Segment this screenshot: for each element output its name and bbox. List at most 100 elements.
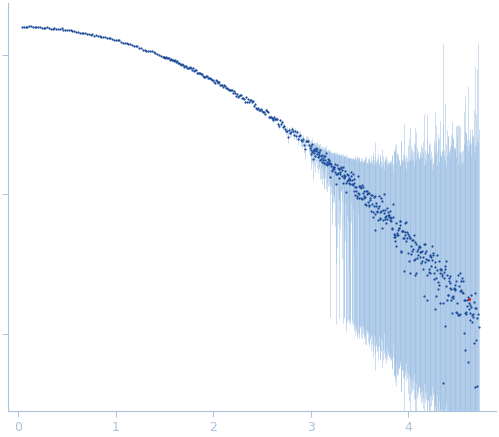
Point: [432, 275, 440, 282]
Point: [163, 54, 171, 61]
Point: [391, 238, 399, 245]
Point: [121, 39, 129, 46]
Point: [360, 192, 368, 199]
Point: [360, 187, 368, 194]
Point: [185, 64, 193, 71]
Point: [448, 309, 456, 316]
Point: [318, 151, 326, 158]
Point: [409, 246, 417, 253]
Point: [429, 249, 437, 256]
Point: [370, 202, 378, 209]
Point: [364, 198, 372, 205]
Point: [350, 187, 358, 194]
Point: [381, 215, 389, 222]
Point: [284, 134, 292, 141]
Point: [410, 256, 418, 263]
Point: [466, 309, 474, 316]
Point: [321, 156, 329, 163]
Point: [97, 34, 105, 41]
Point: [421, 250, 429, 257]
Point: [444, 292, 452, 299]
Point: [459, 290, 467, 297]
Point: [340, 171, 348, 178]
Point: [223, 85, 231, 92]
Point: [359, 189, 367, 196]
Point: [453, 277, 461, 284]
Point: [336, 168, 344, 175]
Point: [376, 208, 384, 215]
Point: [281, 125, 289, 132]
Point: [351, 192, 359, 199]
Point: [254, 105, 262, 112]
Point: [278, 119, 286, 126]
Point: [270, 114, 278, 121]
Point: [455, 283, 463, 290]
Point: [43, 24, 51, 31]
Point: [29, 24, 37, 31]
Point: [385, 212, 393, 219]
Point: [461, 346, 469, 353]
Point: [423, 272, 431, 279]
Point: [347, 172, 355, 179]
Point: [417, 253, 425, 260]
Point: [364, 189, 372, 196]
Point: [414, 246, 422, 253]
Point: [177, 61, 185, 68]
Point: [471, 305, 479, 312]
Point: [182, 63, 190, 70]
Point: [314, 151, 322, 158]
Point: [247, 97, 255, 104]
Point: [227, 86, 235, 93]
Point: [262, 108, 270, 114]
Point: [296, 132, 304, 139]
Point: [472, 384, 480, 391]
Point: [447, 297, 455, 304]
Point: [333, 170, 341, 177]
Point: [427, 263, 435, 270]
Point: [256, 105, 264, 112]
Point: [133, 43, 141, 50]
Point: [386, 217, 394, 224]
Point: [316, 156, 324, 163]
Point: [305, 142, 313, 149]
Point: [426, 269, 434, 276]
Point: [406, 270, 414, 277]
Point: [413, 255, 421, 262]
Point: [443, 271, 451, 278]
Point: [310, 147, 318, 154]
Point: [468, 292, 476, 299]
Point: [389, 213, 397, 220]
Point: [300, 141, 308, 148]
Point: [263, 108, 271, 115]
Point: [379, 206, 387, 213]
Point: [137, 45, 145, 52]
Point: [454, 312, 462, 319]
Point: [377, 208, 385, 215]
Point: [439, 300, 447, 307]
Point: [217, 81, 225, 88]
Point: [142, 47, 150, 54]
Point: [34, 23, 42, 30]
Point: [232, 93, 240, 100]
Point: [423, 296, 431, 303]
Point: [367, 192, 375, 199]
Point: [377, 195, 385, 202]
Point: [349, 171, 357, 178]
Point: [342, 189, 350, 196]
Point: [375, 202, 383, 209]
Point: [445, 274, 453, 281]
Point: [338, 172, 346, 179]
Point: [316, 146, 324, 153]
Point: [45, 24, 53, 31]
Point: [344, 171, 352, 178]
Point: [412, 238, 420, 245]
Point: [367, 207, 375, 214]
Point: [335, 174, 343, 181]
Point: [474, 310, 482, 317]
Point: [417, 260, 425, 267]
Point: [208, 76, 216, 83]
Point: [434, 285, 442, 292]
Point: [323, 161, 331, 168]
Point: [361, 201, 369, 208]
Point: [172, 59, 180, 66]
